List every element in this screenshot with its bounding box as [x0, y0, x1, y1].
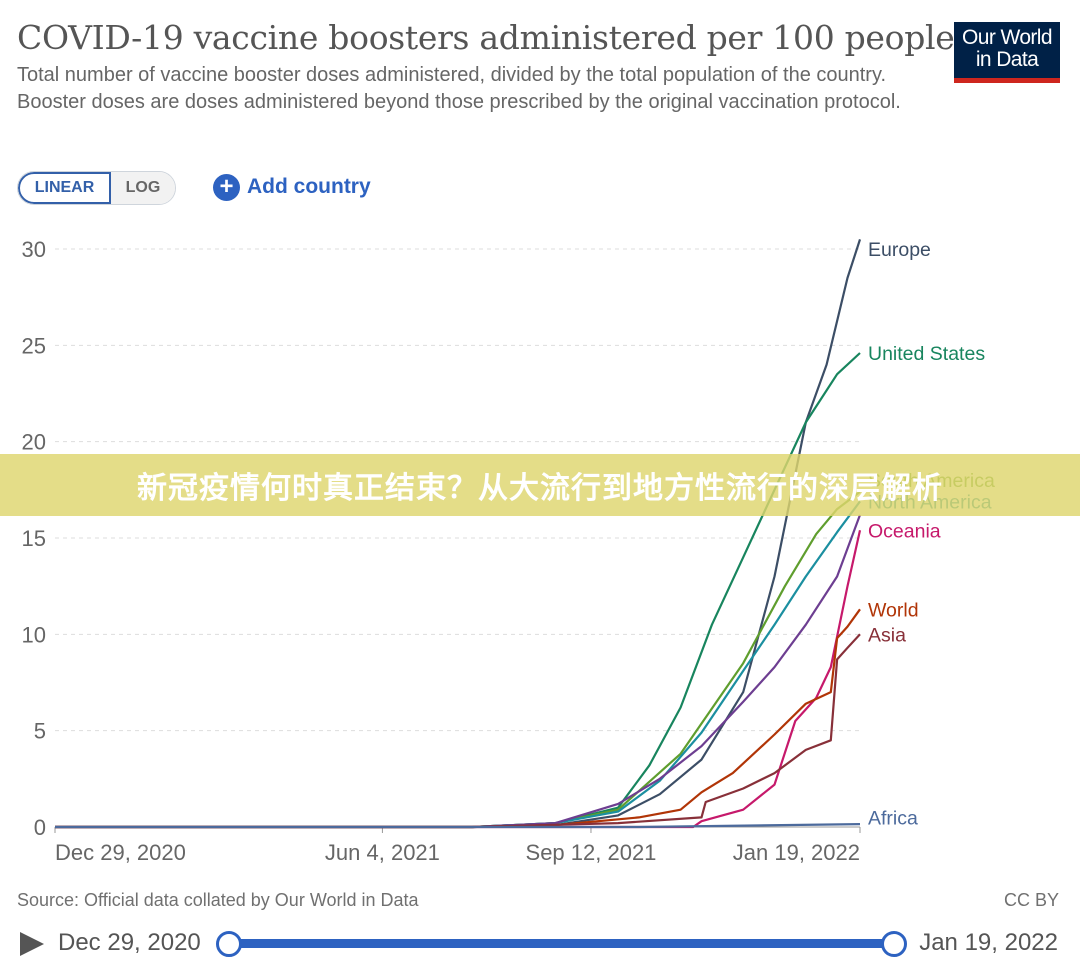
series-line-south-america [55, 490, 861, 829]
add-country-label: Add country [247, 175, 371, 198]
series-line-united-states [55, 352, 861, 829]
series-line-purple-series [55, 514, 862, 829]
logo-line2: in Data [975, 48, 1039, 71]
logo-line1: Our World [962, 26, 1053, 49]
series-label-asia: Asia [868, 624, 906, 646]
x-tick-label: Dec 29, 2020 [55, 840, 186, 865]
series-line-asia [55, 633, 861, 829]
chart-subtitle: Total number of vaccine booster doses ad… [17, 64, 901, 113]
series-label-europe: Europe [868, 239, 931, 261]
x-tick-label: Jan 19, 2022 [733, 840, 860, 865]
y-tick-label: 15 [22, 526, 46, 551]
y-tick-label: 5 [34, 719, 46, 744]
log-scale-button[interactable]: LOG [111, 172, 175, 204]
timeline-end-handle[interactable] [881, 931, 907, 957]
timeline-track[interactable] [228, 939, 894, 948]
scale-toggle: LINEAR LOG [17, 171, 176, 205]
y-tick-label: 0 [34, 815, 46, 840]
timeline-start-handle[interactable] [216, 931, 242, 957]
x-tick-label: Sep 12, 2021 [526, 840, 657, 865]
series-line-north-america [55, 500, 861, 829]
linear-scale-button[interactable]: LINEAR [18, 172, 111, 204]
line-chart: 0 5 10 15 20 25 30 Dec 29, 2020 Jun 4, 2021 Sep 1… [22, 237, 995, 865]
y-tick-label: 30 [22, 237, 46, 262]
series-line-world [55, 608, 861, 829]
series-label-united-states: United States [868, 343, 985, 365]
license-link[interactable]: CC BY [1003, 890, 1059, 910]
series-label-africa: Africa [868, 807, 918, 829]
timeline: Dec 29, 2020 Jan 19, 2022 [0, 922, 1080, 966]
plus-circle-icon: + [213, 173, 240, 201]
x-tick-label: Jun 4, 2021 [325, 840, 440, 865]
owid-logo[interactable]: Our World in Data [954, 22, 1060, 83]
y-tick-label: 25 [22, 333, 46, 358]
overlay-banner: 新冠疫情何时真正结束？从大流行到地方性流行的深层解析 [0, 454, 1080, 516]
timeline-start-label: Dec 29, 2020 [58, 929, 201, 956]
y-tick-label: 10 [22, 622, 46, 647]
timeline-end-label: Jan 19, 2022 [919, 929, 1058, 956]
series-line-africa [55, 823, 861, 829]
add-country-button[interactable]: + Add country [213, 172, 371, 202]
series-label-world: World [868, 599, 919, 621]
series-label-oceania: Oceania [868, 520, 941, 542]
y-tick-label: 20 [22, 430, 46, 455]
chart-title: COVID-19 vaccine boosters administered p… [17, 18, 955, 57]
source-note: Source: Official data collated by Our Wo… [17, 890, 419, 910]
series-line-europe [55, 239, 862, 829]
play-icon[interactable] [20, 932, 44, 956]
